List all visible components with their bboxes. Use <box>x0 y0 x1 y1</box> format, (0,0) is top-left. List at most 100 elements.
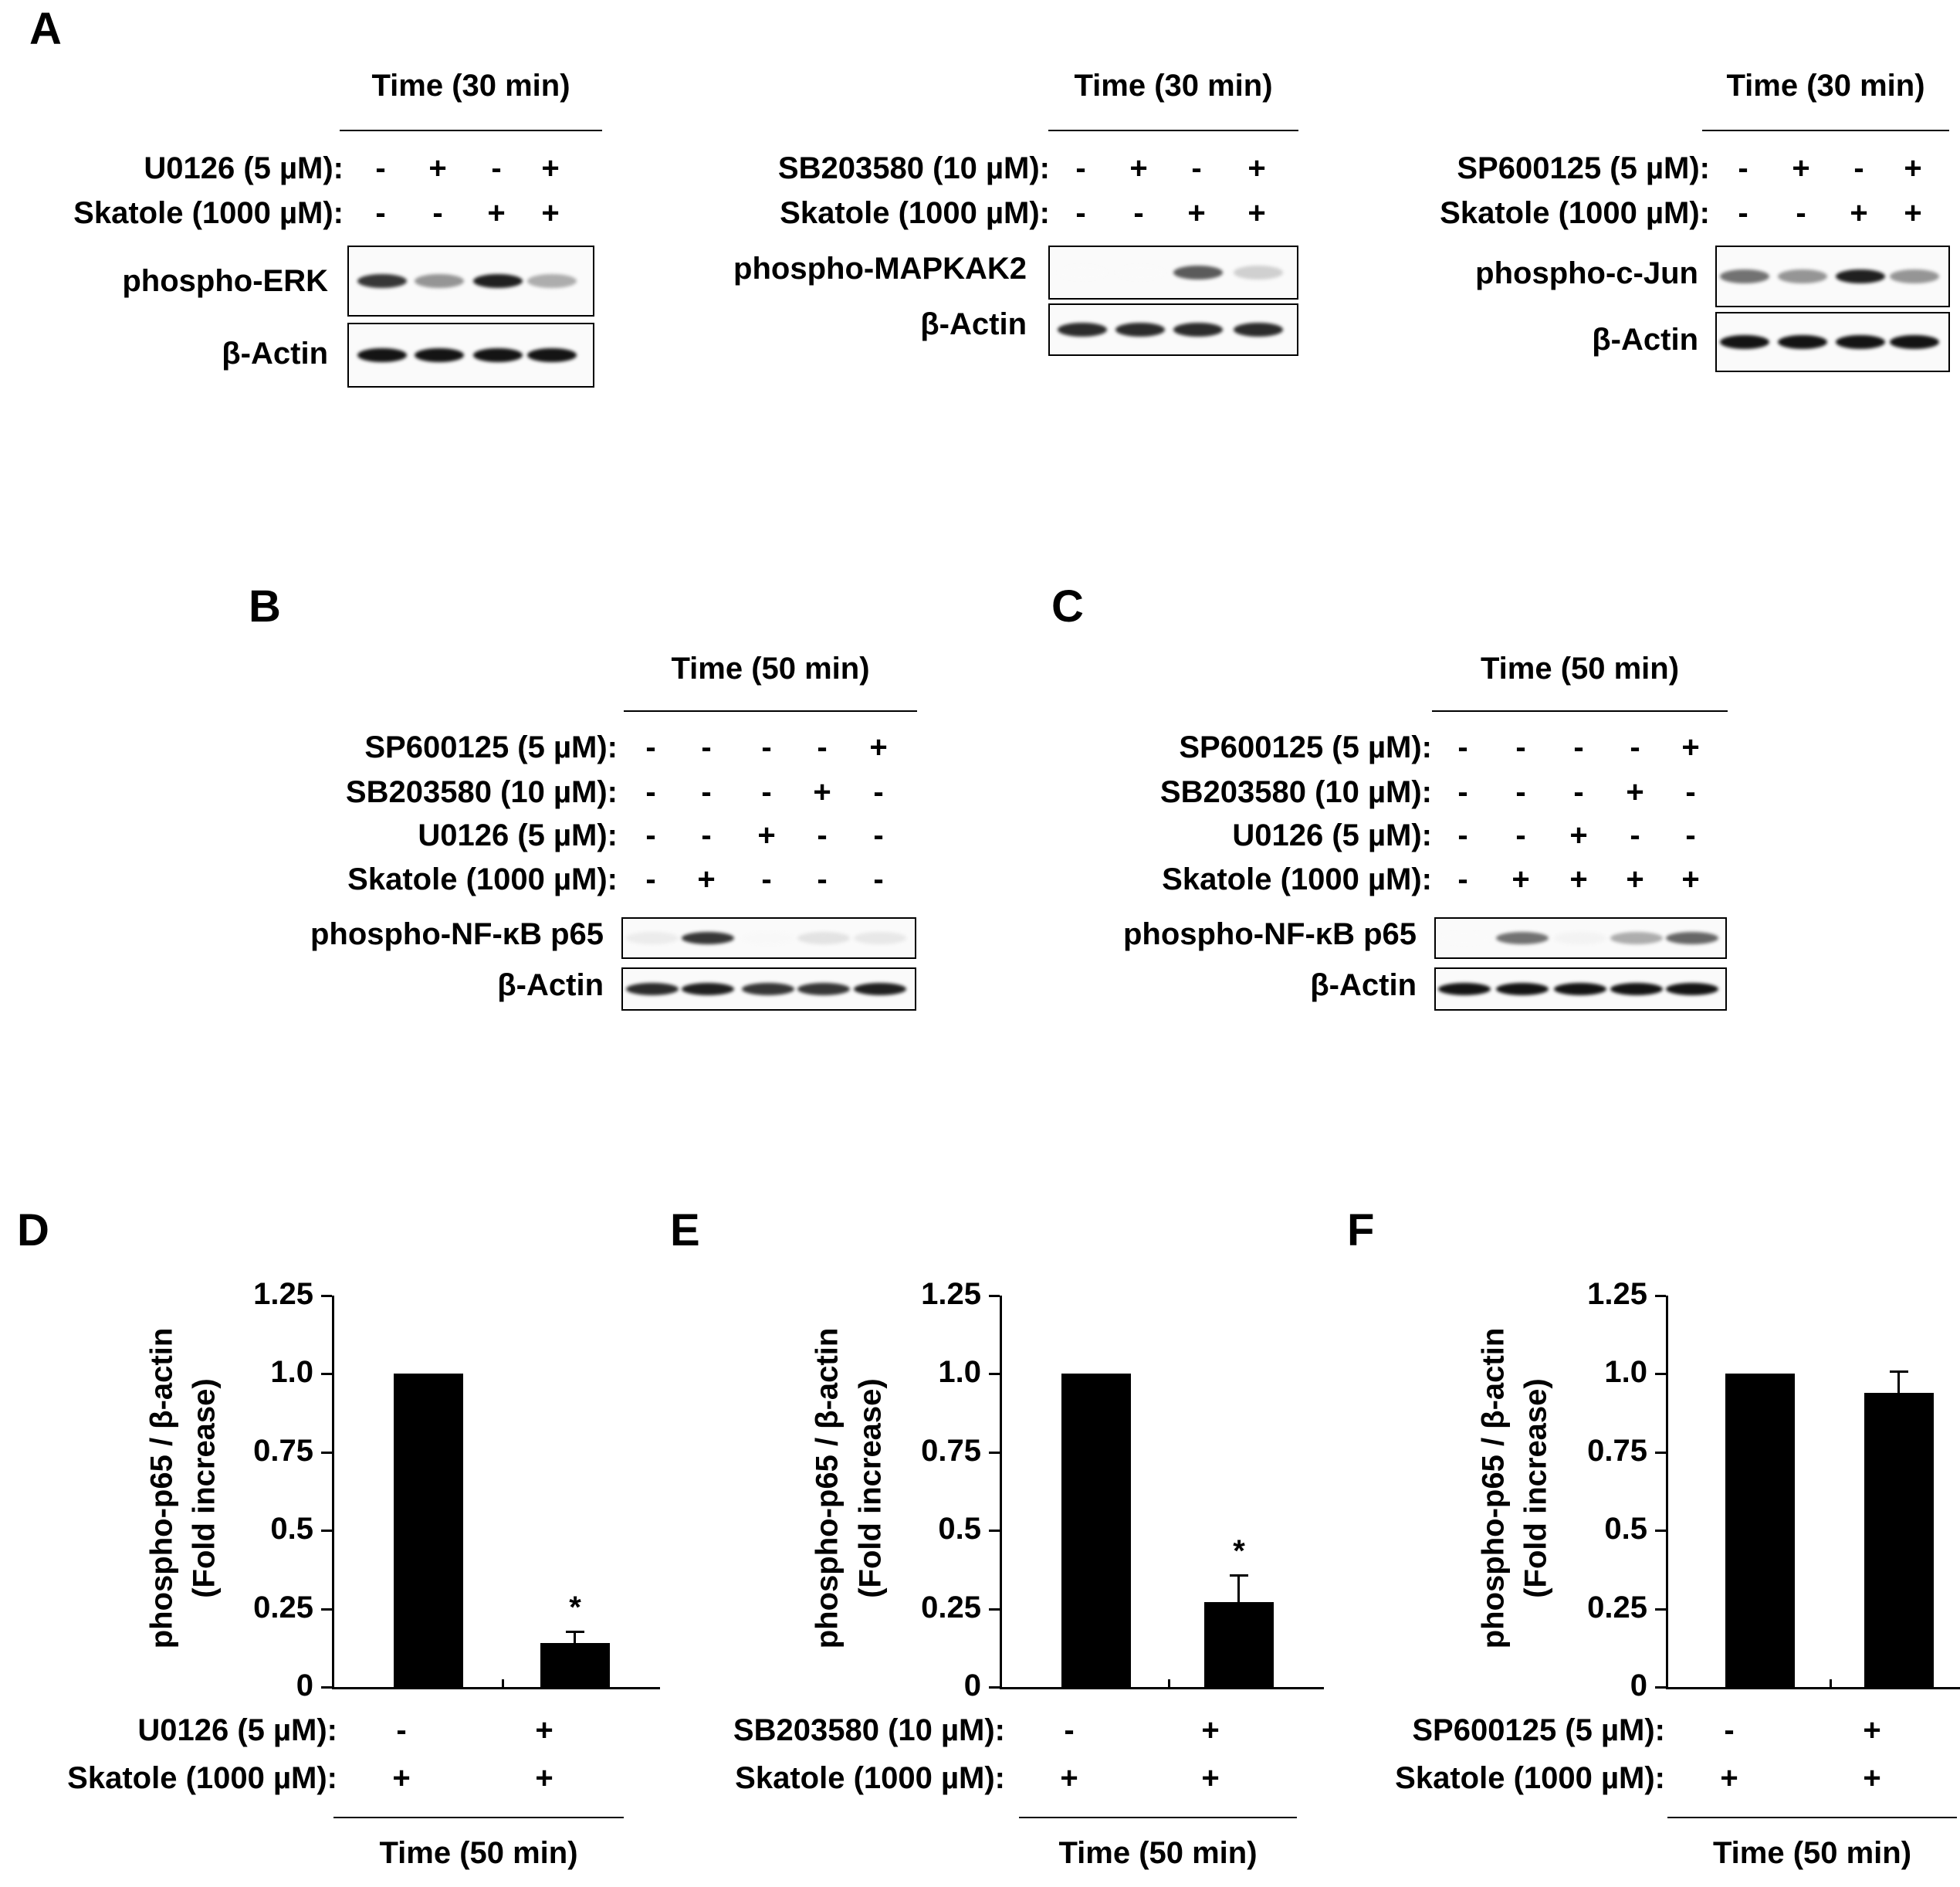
protein-band <box>527 274 577 288</box>
panel-label-b: B <box>249 581 281 632</box>
treatment-sign: - <box>396 1713 407 1747</box>
protein-band <box>357 348 407 362</box>
treatment-label: Skatole (1000 µM): <box>1162 862 1432 896</box>
y-tick-label: 0.25 <box>253 1590 313 1624</box>
protein-band <box>682 932 734 944</box>
treatment-sign: - <box>645 862 656 896</box>
y-tick-label: 0.5 <box>1604 1512 1647 1547</box>
protein-band <box>1438 932 1491 944</box>
treatment-sign: - <box>1457 730 1468 764</box>
treatment-sign: + <box>1201 1713 1220 1747</box>
y-tick-label: 0 <box>963 1668 981 1702</box>
protein-band <box>1890 269 1939 283</box>
protein-band <box>1610 932 1663 944</box>
bar <box>1204 1602 1274 1687</box>
treatment-sign: - <box>873 818 884 852</box>
blot-membrane <box>347 323 594 388</box>
treatment-sign: + <box>697 862 716 896</box>
y-tick-label: 1.0 <box>938 1355 981 1390</box>
treatment-sign: + <box>428 151 447 185</box>
time-underline <box>624 710 917 712</box>
protein-band <box>854 932 906 944</box>
y-axis-tick <box>1655 1451 1666 1454</box>
treatment-sign: + <box>757 818 776 852</box>
y-axis-tick <box>989 1530 1000 1533</box>
bar <box>1864 1392 1934 1687</box>
treatment-sign: + <box>1904 196 1922 230</box>
bar <box>1061 1374 1131 1687</box>
y-axis-tick <box>321 1451 332 1454</box>
treatment-sign: - <box>645 818 656 852</box>
y-axis-tick <box>1655 1686 1666 1689</box>
y-axis-label-unit: (Fold increase) <box>853 1378 888 1598</box>
y-tick-label: 1.25 <box>253 1277 313 1311</box>
treatment-sign: + <box>541 151 560 185</box>
treatment-sign: + <box>1720 1761 1738 1795</box>
y-tick-label: 0.75 <box>921 1433 981 1468</box>
protein-band <box>797 983 850 995</box>
panel-label-a: A <box>29 4 62 54</box>
time-underline <box>1667 1817 1957 1818</box>
protein-band <box>742 983 794 995</box>
protein-band <box>473 274 523 288</box>
y-axis-label-unit: (Fold increase) <box>187 1378 222 1598</box>
treatment-sign: + <box>541 196 560 230</box>
treatment-sign: - <box>701 730 712 764</box>
treatment-sign: + <box>1792 151 1810 185</box>
treatment-sign: + <box>1863 1713 1881 1747</box>
treatment-sign: - <box>761 730 772 764</box>
bar <box>540 1643 610 1687</box>
protein-band <box>1115 323 1165 337</box>
protein-band <box>797 932 850 944</box>
treatment-label: Skatole (1000 µM): <box>1395 1761 1665 1795</box>
protein-band <box>1115 266 1165 279</box>
treatment-sign: + <box>1569 818 1588 852</box>
protein-band <box>1666 983 1718 995</box>
treatment-sign: + <box>1060 1761 1078 1795</box>
treatment-sign: + <box>487 196 506 230</box>
protein-band <box>1720 335 1769 349</box>
protein-band <box>1554 932 1606 944</box>
treatment-sign: - <box>873 775 884 809</box>
protein-band <box>415 274 464 288</box>
treatment-label: Skatole (1000 µM): <box>780 196 1050 230</box>
protein-band <box>1890 335 1939 349</box>
blot-membrane <box>1715 246 1950 307</box>
y-axis-tick <box>989 1608 1000 1611</box>
band-label: β-Actin <box>920 307 1027 341</box>
treatment-sign: - <box>1457 775 1468 809</box>
treatment-sign: - <box>645 730 656 764</box>
blot-membrane <box>621 967 916 1011</box>
panel-label-c: C <box>1051 581 1084 632</box>
time-label: Time (30 min) <box>1726 69 1925 103</box>
protein-band <box>1058 266 1107 279</box>
treatment-sign: - <box>1630 818 1640 852</box>
treatment-sign: + <box>1511 862 1530 896</box>
treatment-sign: - <box>873 862 884 896</box>
band-label: β-Actin <box>497 968 604 1002</box>
treatment-label: U0126 (5 µM): <box>1232 818 1432 852</box>
treatment-sign: - <box>1630 730 1640 764</box>
treatment-sign: + <box>1863 1761 1881 1795</box>
treatment-sign: + <box>1626 775 1644 809</box>
treatment-sign: - <box>375 196 386 230</box>
error-bar <box>574 1630 576 1644</box>
protein-band <box>626 932 679 944</box>
protein-band <box>682 983 734 995</box>
protein-band <box>415 348 464 362</box>
y-tick-label: 0.25 <box>921 1590 981 1624</box>
protein-band <box>1234 323 1283 337</box>
treatment-sign: - <box>1515 818 1526 852</box>
x-axis-tick <box>502 1679 504 1689</box>
y-tick-label: 1.25 <box>1587 1277 1647 1311</box>
treatment-label: Skatole (1000 µM): <box>67 1761 337 1795</box>
blot-membrane <box>621 917 916 959</box>
time-underline <box>1702 130 1949 131</box>
treatment-sign: + <box>1681 730 1700 764</box>
error-bar <box>1897 1370 1900 1393</box>
y-axis-tick <box>1655 1608 1666 1611</box>
blot-membrane <box>1048 303 1298 356</box>
treatment-sign: - <box>491 151 502 185</box>
treatment-label: Skatole (1000 µM): <box>73 196 344 230</box>
treatment-sign: + <box>1201 1761 1220 1795</box>
